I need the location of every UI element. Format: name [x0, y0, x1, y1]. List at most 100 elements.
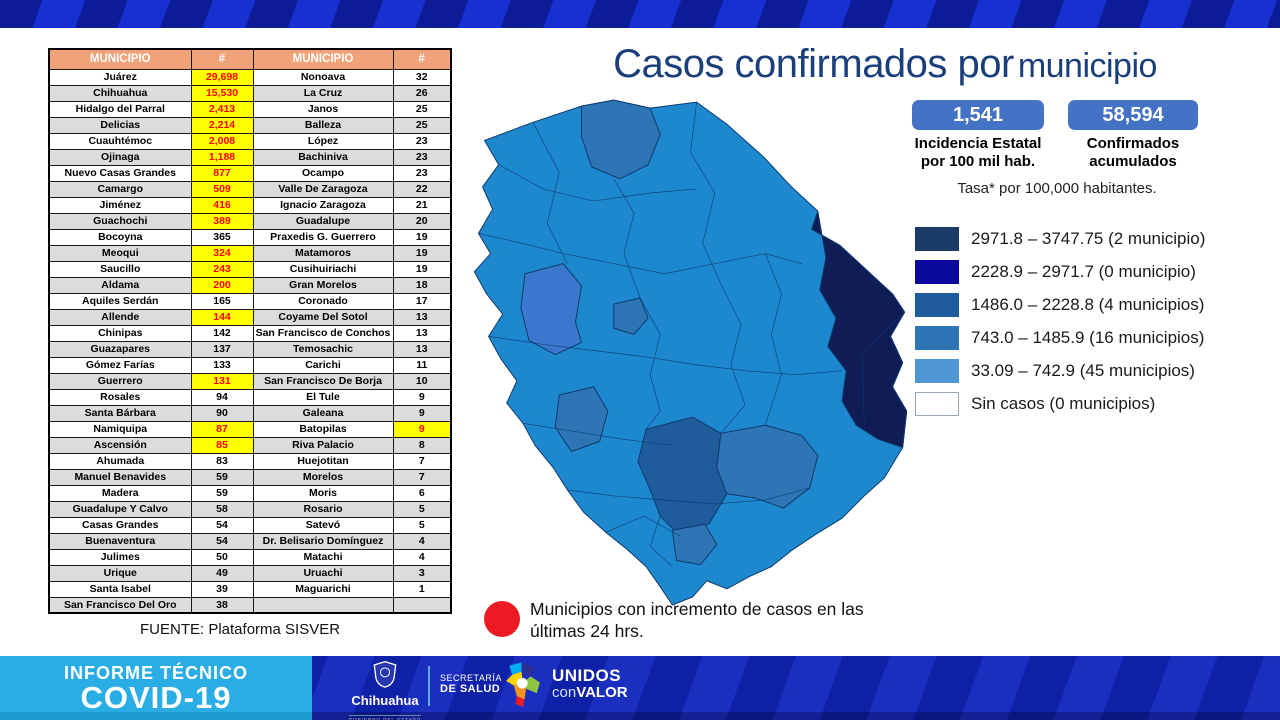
table-row: Ascensión 85 Riva Palacio 8	[48, 436, 452, 454]
legend-item: 2971.8 – 3747.75 (2 municipio)	[915, 222, 1205, 255]
chihuahua-choropleth-map	[462, 92, 908, 607]
case-count-cell: 18	[392, 276, 452, 294]
case-count-cell: 8	[392, 436, 452, 454]
case-count-cell: 83	[190, 452, 254, 470]
municipio-cell: Julimes	[48, 548, 192, 566]
region-north-dark	[580, 99, 661, 180]
municipio-cell: Delicias	[48, 116, 192, 134]
case-count-cell: 9	[392, 420, 452, 438]
municipio-cell: Hidalgo del Parral	[48, 100, 192, 118]
municipio-cell: Moris	[252, 484, 394, 502]
legend-item: 1486.0 – 2228.8 (4 municipios)	[915, 288, 1205, 321]
legend-item: 33.09 – 742.9 (45 municipios)	[915, 354, 1205, 387]
case-count-cell: 142	[190, 324, 254, 342]
legend-item: 743.0 – 1485.9 (16 municipios)	[915, 321, 1205, 354]
municipio-cell: Ahumada	[48, 452, 192, 470]
municipio-cell: Maguarichi	[252, 580, 394, 598]
municipio-cell: Namiquipa	[48, 420, 192, 438]
case-count-cell: 324	[190, 244, 254, 262]
case-count-cell: 13	[392, 324, 452, 342]
municipio-cell: Rosario	[252, 500, 394, 518]
table-row: Hidalgo del Parral 2,413 Janos 25	[48, 100, 452, 118]
municipio-cell: Gómez Farías	[48, 356, 192, 374]
page-title: Casos confirmados por municipio	[555, 42, 1215, 87]
gov-name: Chihuahua	[351, 693, 419, 708]
region-center-dark	[637, 416, 728, 537]
unidos-text: UNIDOS conVALOR	[552, 667, 628, 701]
municipio-cell: Chihuahua	[48, 84, 192, 102]
case-count-cell: 21	[392, 196, 452, 214]
municipio-cell: Allende	[48, 308, 192, 326]
case-count-cell: 389	[190, 212, 254, 230]
table-row: San Francisco Del Oro 38	[48, 596, 452, 614]
case-count-cell: 85	[190, 436, 254, 454]
municipio-cell: Galeana	[252, 404, 394, 422]
municipio-cell: Bocoyna	[48, 228, 192, 246]
case-count-cell: 58	[190, 500, 254, 518]
map-legend: 2971.8 – 3747.75 (2 municipio) 2228.9 – …	[915, 222, 1205, 420]
case-count-cell: 7	[392, 468, 452, 486]
municipio-cell: Manuel Benavides	[48, 468, 192, 486]
case-count-cell: 133	[190, 356, 254, 374]
case-count-cell: 90	[190, 404, 254, 422]
table-row: Santa Bárbara 90 Galeana 9	[48, 404, 452, 422]
municipio-cell: Ojinaga	[48, 148, 192, 166]
municipio-table: MUNICIPIO # MUNICIPIO # Juárez 29,698 Nono…	[48, 48, 452, 614]
case-count-cell: 19	[392, 244, 452, 262]
table-row: Casas Grandes 54 Satevó 5	[48, 516, 452, 534]
case-count-cell: 131	[190, 372, 254, 390]
table-row: Urique 49 Uruachi 3	[48, 564, 452, 582]
municipio-cell: Matachi	[252, 548, 394, 566]
table-row: Meoqui 324 Matamoros 19	[48, 244, 452, 262]
municipio-cell: Matamoros	[252, 244, 394, 262]
municipio-cell: La Cruz	[252, 84, 394, 102]
case-count-cell: 23	[392, 148, 452, 166]
table-row: Bocoyna 365 Praxedis G. Guerrero 19	[48, 228, 452, 246]
case-count-cell: 23	[392, 164, 452, 182]
municipio-cell: Saucillo	[48, 260, 192, 278]
table-row: Namiquipa 87 Batopilas 9	[48, 420, 452, 438]
report-title-line2: COVID-19	[80, 680, 232, 715]
case-count-cell: 7	[392, 452, 452, 470]
ministry-line2: DE SALUD	[440, 683, 501, 695]
case-count-cell: 11	[392, 356, 452, 374]
case-count-cell: 1	[392, 580, 452, 598]
table-row: Buenaventura 54 Dr. Belisario Domínguez 4	[48, 532, 452, 550]
municipio-cell: Chinipas	[48, 324, 192, 342]
confirmed-label-line1: Confirmados	[1086, 135, 1180, 152]
case-count-cell: 32	[392, 68, 452, 86]
municipio-cell: Madera	[48, 484, 192, 502]
case-count-cell: 165	[190, 292, 254, 310]
ministry-block: SECRETARÍA DE SALUD	[440, 673, 502, 695]
municipio-cell: Aldama	[48, 276, 192, 294]
municipio-cell: San Francisco de Conchos	[252, 324, 394, 342]
region-small-center	[613, 297, 649, 335]
case-count-cell: 15,530	[190, 84, 254, 102]
municipio-cell: Buenaventura	[48, 532, 192, 550]
municipio-cell: Coyame Del Sotol	[252, 308, 394, 326]
unidos-con: con	[552, 684, 577, 702]
case-count-cell: 9	[392, 404, 452, 422]
case-count-cell: 25	[392, 116, 452, 134]
municipio-cell: Dr. Belisario Domínguez	[252, 532, 394, 550]
case-count-cell: 22	[392, 180, 452, 198]
table-row: Jiménez 416 Ignacio Zaragoza 21	[48, 196, 452, 214]
legend-swatch	[915, 259, 959, 284]
municipio-cell: Camargo	[48, 180, 192, 198]
municipio-cell: Guerrero	[48, 372, 192, 390]
unidos-word2: conVALOR	[552, 685, 628, 701]
municipio-cell: Gran Morelos	[252, 276, 394, 294]
table-row: Allende 144 Coyame Del Sotol 13	[48, 308, 452, 326]
legend-swatch	[915, 391, 959, 416]
legend-label: 1486.0 – 2228.8 (4 municipios)	[971, 294, 1205, 314]
municipio-cell: Santa Bárbara	[48, 404, 192, 422]
chihuahua-shield-icon	[373, 660, 397, 688]
table-row: Rosales 94 El Tule 9	[48, 388, 452, 406]
legend-item: 2228.9 – 2971.7 (0 municipio)	[915, 255, 1205, 288]
case-count-cell: 416	[190, 196, 254, 214]
increment-marker-icon	[484, 601, 520, 637]
case-count-cell: 23	[392, 132, 452, 150]
region-south-small	[671, 523, 718, 566]
case-count-cell: 200	[190, 276, 254, 294]
